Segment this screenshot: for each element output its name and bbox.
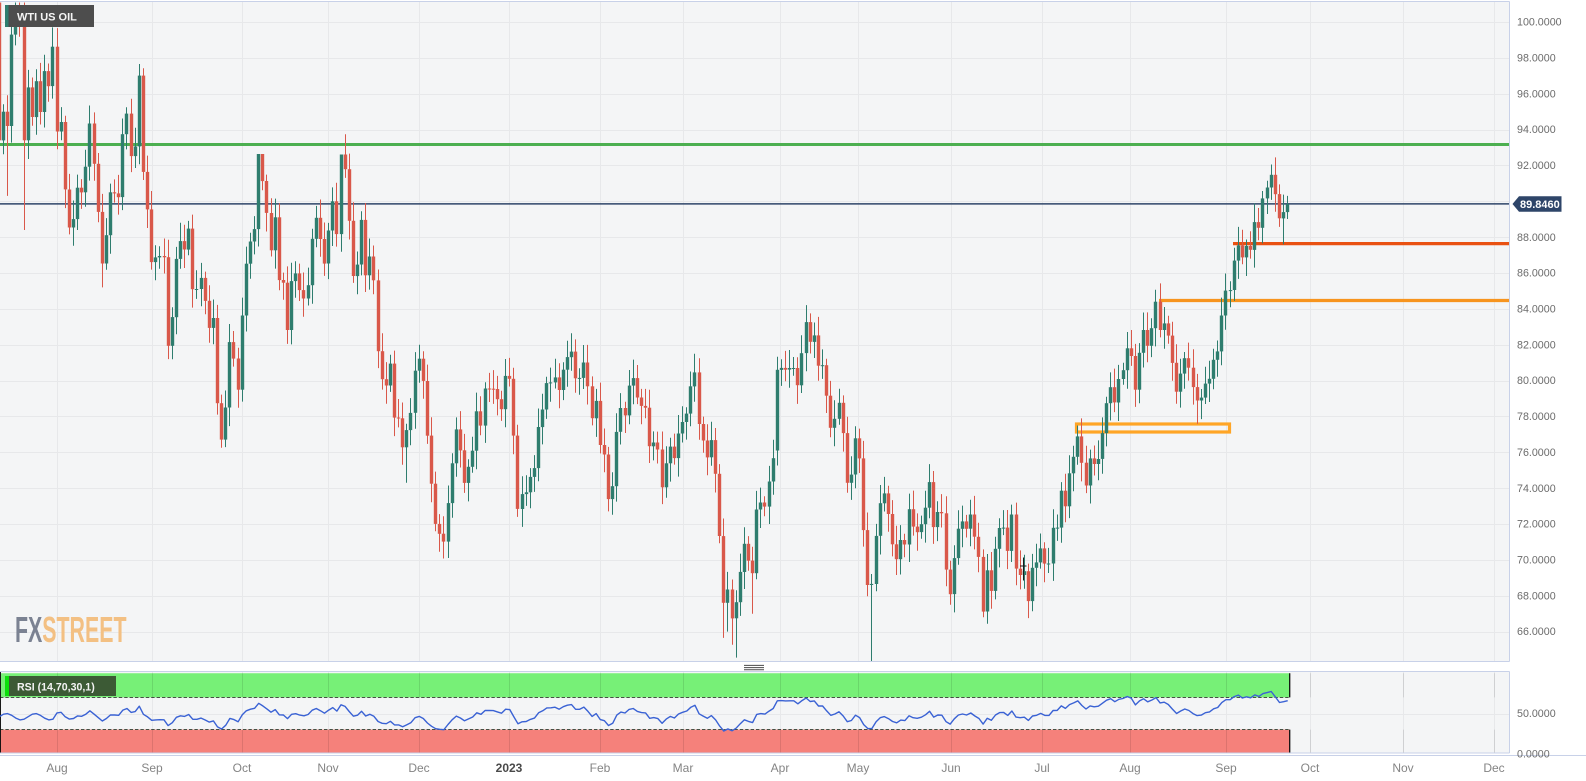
- svg-text:2023: 2023: [496, 761, 523, 775]
- svg-text:May: May: [847, 761, 870, 775]
- svg-text:WTI US OIL: WTI US OIL: [17, 11, 77, 23]
- svg-text:88.0000: 88.0000: [1517, 232, 1556, 244]
- svg-text:Feb: Feb: [590, 761, 611, 775]
- svg-text:96.0000: 96.0000: [1517, 88, 1556, 100]
- svg-text:86.0000: 86.0000: [1517, 268, 1556, 280]
- svg-text:66.0000: 66.0000: [1517, 626, 1556, 638]
- svg-text:89.8460: 89.8460: [1520, 199, 1560, 211]
- svg-text:Aug: Aug: [46, 761, 67, 775]
- svg-text:Oct: Oct: [1301, 761, 1320, 775]
- svg-text:84.0000: 84.0000: [1517, 304, 1556, 316]
- svg-text:Sep: Sep: [141, 761, 163, 775]
- svg-text:78.0000: 78.0000: [1517, 411, 1556, 423]
- svg-text:Jul: Jul: [1034, 761, 1049, 775]
- svg-text:94.0000: 94.0000: [1517, 124, 1556, 136]
- svg-text:Mar: Mar: [673, 761, 694, 775]
- svg-text:Apr: Apr: [771, 761, 790, 775]
- svg-text:92.0000: 92.0000: [1517, 160, 1556, 172]
- svg-text:70.0000: 70.0000: [1517, 555, 1556, 567]
- svg-text:50.0000: 50.0000: [1517, 708, 1556, 720]
- svg-text:100.0000: 100.0000: [1517, 17, 1562, 29]
- svg-text:Aug: Aug: [1119, 761, 1140, 775]
- svg-text:Sep: Sep: [1215, 761, 1237, 775]
- svg-text:Jun: Jun: [941, 761, 960, 775]
- svg-text:Nov: Nov: [317, 761, 338, 775]
- svg-text:FXSTREET: FXSTREET: [15, 610, 126, 650]
- svg-text:Dec: Dec: [1483, 761, 1504, 775]
- svg-text:76.0000: 76.0000: [1517, 447, 1556, 459]
- svg-text:72.0000: 72.0000: [1517, 519, 1556, 531]
- svg-text:Nov: Nov: [1392, 761, 1413, 775]
- svg-text:0.0000: 0.0000: [1517, 748, 1550, 760]
- svg-text:98.0000: 98.0000: [1517, 53, 1556, 65]
- svg-text:Oct: Oct: [233, 761, 252, 775]
- svg-text:80.0000: 80.0000: [1517, 375, 1556, 387]
- svg-text:Dec: Dec: [408, 761, 429, 775]
- svg-text:74.0000: 74.0000: [1517, 483, 1556, 495]
- svg-text:68.0000: 68.0000: [1517, 590, 1556, 602]
- svg-text:82.0000: 82.0000: [1517, 339, 1556, 351]
- svg-text:RSI (14,70,30,1): RSI (14,70,30,1): [17, 682, 95, 694]
